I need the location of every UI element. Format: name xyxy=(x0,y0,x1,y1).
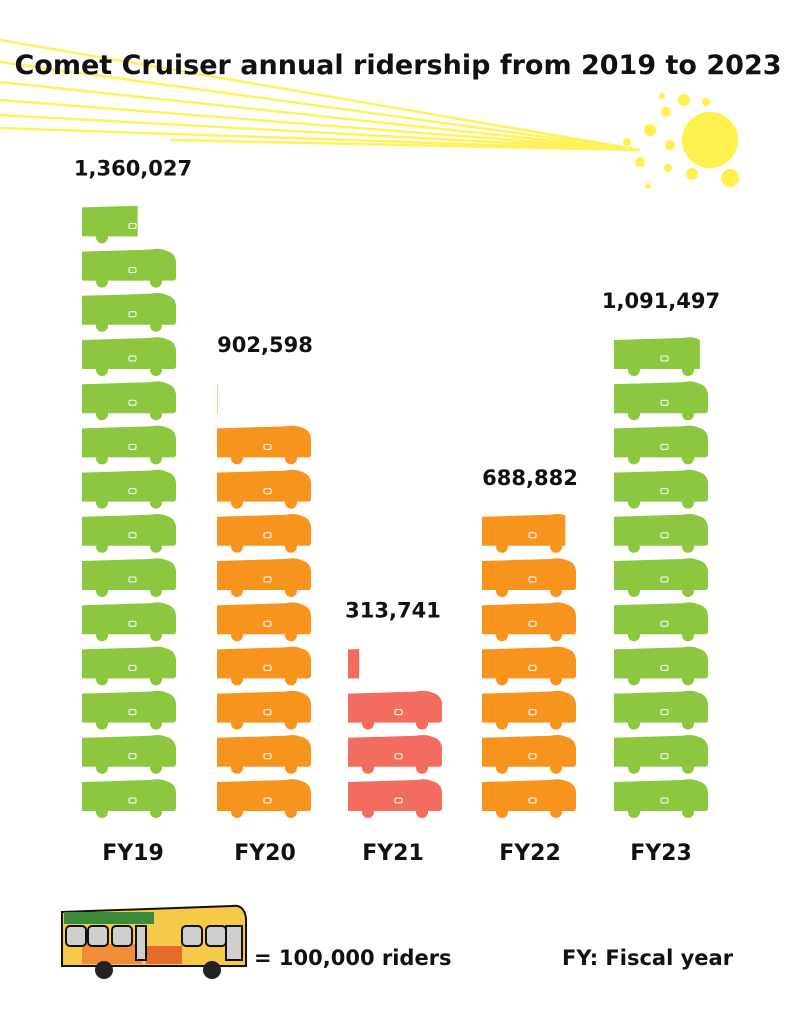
bus-icon xyxy=(614,337,700,376)
value-label: 688,882 xyxy=(482,466,578,490)
bar-FY19 xyxy=(82,205,176,818)
category-label: FY20 xyxy=(234,841,296,866)
bus-icon xyxy=(348,649,360,679)
bus-icon xyxy=(82,469,176,509)
bus-icon xyxy=(614,381,708,421)
bus-icon xyxy=(82,602,176,642)
bus-icon xyxy=(217,558,311,597)
bus-icon xyxy=(482,602,576,642)
bus-icon xyxy=(82,646,176,686)
bus-icon xyxy=(482,779,576,818)
bus-icon xyxy=(82,735,176,774)
bus-icon xyxy=(217,646,311,686)
category-label: FY19 xyxy=(102,841,164,866)
bus-icon xyxy=(82,690,176,730)
legend-bus-icon xyxy=(61,904,247,979)
bus-icon xyxy=(348,779,442,818)
bus-icon xyxy=(482,690,576,730)
bus-icon xyxy=(217,514,311,553)
bus-icon xyxy=(614,690,708,730)
bus-icon xyxy=(614,602,708,642)
bus-icon xyxy=(482,558,576,597)
fiscal-year-note: FY: Fiscal year xyxy=(562,946,734,970)
bus-icon xyxy=(614,514,708,553)
bus-icon xyxy=(82,205,138,244)
bus-icon xyxy=(82,248,176,288)
bus-icon xyxy=(217,602,311,642)
category-label: FY22 xyxy=(499,841,561,866)
bar-FY21 xyxy=(348,649,442,818)
bus-icon xyxy=(82,779,176,818)
value-label: 902,598 xyxy=(217,333,313,357)
bus-icon xyxy=(614,646,708,686)
bus-icon xyxy=(482,646,576,686)
bus-icon xyxy=(217,779,311,818)
bus-icon xyxy=(482,735,576,774)
value-label: 1,091,497 xyxy=(602,289,720,313)
bus-icon xyxy=(217,425,311,465)
bus-icon xyxy=(82,425,176,465)
bar-FY20 xyxy=(217,384,311,818)
bus-icon xyxy=(217,469,311,509)
bar-FY23 xyxy=(614,337,708,818)
value-label: 1,360,027 xyxy=(74,156,192,180)
bus-icon xyxy=(348,735,442,774)
bar-FY22 xyxy=(482,514,576,818)
legend-label: = 100,000 riders xyxy=(254,946,452,970)
category-label: FY23 xyxy=(630,841,692,866)
bus-icon xyxy=(614,735,708,774)
bus-icon xyxy=(217,735,311,774)
sun-rays xyxy=(0,38,641,152)
bus-icon xyxy=(482,514,566,553)
bus-icon xyxy=(82,514,176,553)
bus-icon xyxy=(217,384,218,414)
chart-title: Comet Cruiser annual ridership from 2019… xyxy=(14,50,782,81)
bus-icon xyxy=(82,558,176,597)
bus-icon xyxy=(82,337,176,376)
bus-icon xyxy=(217,690,311,730)
category-label: FY21 xyxy=(362,841,424,866)
value-label: 313,741 xyxy=(345,598,441,622)
bus-icon xyxy=(614,469,708,509)
bus-icon xyxy=(614,558,708,597)
bus-icon xyxy=(82,293,176,332)
bus-icon xyxy=(82,381,176,421)
bus-icon xyxy=(614,425,708,465)
bus-icon xyxy=(348,690,442,730)
sun-icon xyxy=(623,93,739,189)
bus-icon xyxy=(614,779,708,818)
